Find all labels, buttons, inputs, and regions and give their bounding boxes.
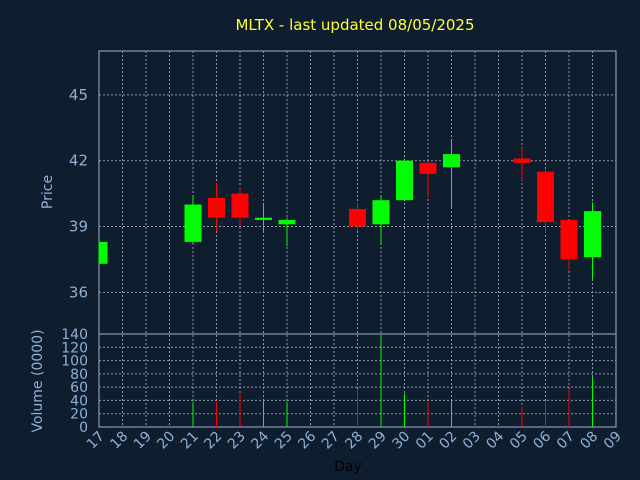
price-axis-label: Price: [40, 175, 56, 209]
candle-body: [231, 193, 249, 218]
day-tick-label: 01: [413, 429, 437, 453]
price-tick-label: 42: [69, 152, 88, 170]
candle-body: [349, 208, 366, 227]
day-tick-label: 30: [389, 429, 413, 453]
day-tick-label: 19: [131, 429, 155, 453]
price-tick-label: 39: [69, 218, 88, 236]
day-tick-label: 09: [601, 429, 625, 453]
volume-tick-label: 20: [70, 407, 88, 423]
day-tick-label: 07: [554, 429, 578, 453]
volume-tick-label: 40: [70, 393, 88, 409]
day-tick-label: 24: [248, 428, 272, 452]
day-tick-label: 29: [366, 429, 390, 453]
volume-tick-label: 100: [61, 354, 88, 370]
day-tick-label: 03: [460, 429, 484, 453]
candle-body: [419, 162, 437, 174]
day-tick-label: 23: [225, 429, 249, 453]
candle-body: [443, 154, 460, 168]
candle-body: [184, 204, 202, 242]
day-tick-label: 26: [295, 428, 319, 452]
price-candles: [98, 140, 601, 280]
volume-tick-label: 60: [70, 380, 88, 396]
day-tick-label: 28: [342, 429, 366, 453]
volume-bars: [192, 337, 593, 427]
volume-tick-label: 120: [61, 340, 88, 356]
candle-body: [99, 241, 108, 264]
candle-body: [255, 217, 272, 220]
day-tick-label: 18: [107, 429, 131, 453]
day-tick-label: 04: [483, 428, 507, 452]
candle-body: [584, 211, 601, 258]
chart-title: MLTX - last updated 08/05/2025: [235, 16, 474, 34]
price-tick-label: 45: [69, 86, 88, 104]
candle-body: [396, 160, 413, 201]
candle-body: [560, 219, 578, 260]
day-tick-label: 08: [577, 429, 601, 453]
day-tick-label: 27: [319, 429, 343, 453]
day-tick-labels: 17 18 19 20 21 22 23 24 25 26 27 28 29 30 01 02 03 04 05 06…: [84, 428, 625, 452]
day-tick-label: 21: [178, 429, 202, 453]
price-tick-label: 36: [69, 283, 88, 301]
day-tick-label: 25: [272, 429, 296, 453]
volume-axis-label: Volume (0000): [30, 329, 46, 432]
price-tick-labels: 36 39 42 45: [69, 86, 88, 301]
candle-body: [513, 158, 531, 163]
day-tick-label: 20: [154, 429, 178, 453]
candle-body: [372, 200, 390, 225]
x-axis-label: Day: [334, 459, 362, 475]
day-tick-label: 05: [507, 429, 531, 453]
day-tick-label: 06: [530, 428, 554, 452]
volume-tick-label: 80: [70, 367, 88, 383]
volume-tick-label: 0: [79, 420, 88, 436]
grid-lines: [99, 51, 616, 427]
day-tick-label: 22: [201, 429, 225, 453]
candle-body: [278, 219, 296, 225]
day-tick-label: 02: [436, 429, 460, 453]
volume-tick-label: 140: [61, 327, 88, 343]
candle-body: [537, 171, 554, 223]
candle-body: [208, 197, 225, 218]
